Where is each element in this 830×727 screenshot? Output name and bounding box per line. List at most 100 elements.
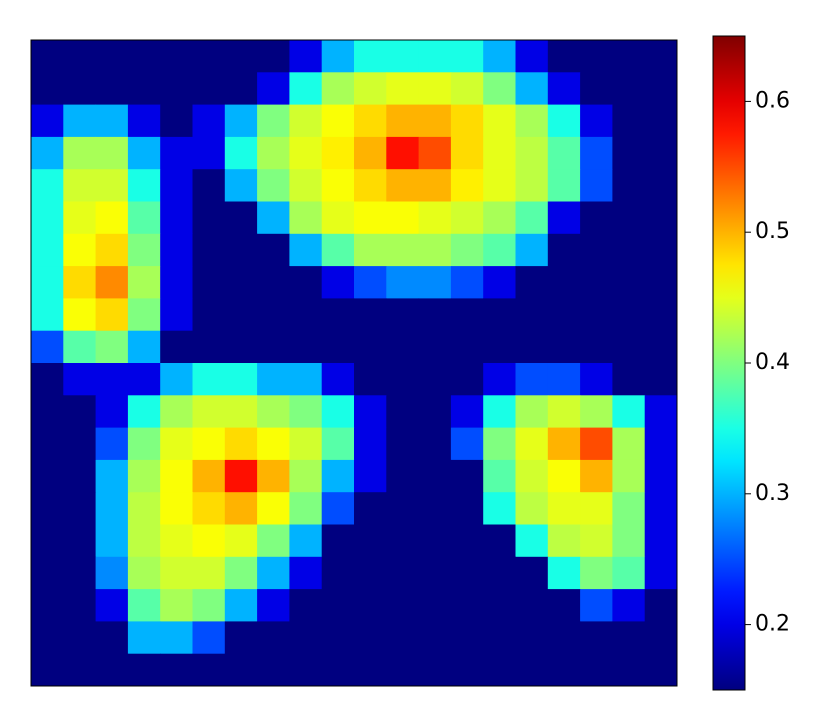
heat-cell [547, 40, 581, 73]
heat-cell [483, 201, 516, 235]
heat-cell [31, 330, 64, 364]
heat-cell [192, 556, 226, 590]
heat-cell [450, 427, 484, 461]
heat-cell [354, 40, 387, 73]
heat-cell [612, 201, 646, 235]
heat-cell [160, 621, 193, 655]
heat-cell [192, 363, 226, 396]
heat-cell [31, 653, 64, 687]
heat-cell [450, 72, 484, 106]
heat-cell [31, 298, 64, 332]
heat-cell [31, 233, 64, 267]
heat-cell [547, 330, 581, 364]
heat-cell [450, 40, 484, 73]
heat-cell [63, 233, 97, 267]
heat-cell [63, 363, 97, 396]
heat-cell [63, 136, 97, 170]
heat-cell [31, 136, 64, 170]
heat-cell [63, 459, 97, 493]
heat-cell [192, 72, 226, 106]
heat-cell [95, 266, 129, 299]
heat-cell [450, 395, 484, 429]
heat-cell [515, 233, 549, 267]
heat-cell [450, 169, 484, 202]
heat-cell [515, 72, 549, 106]
heat-cell [354, 459, 387, 493]
heat-cell [644, 621, 678, 655]
heat-cell [418, 556, 452, 590]
heat-cell [644, 298, 678, 332]
heat-cell [63, 266, 97, 299]
heat-cell [418, 524, 452, 558]
heat-cell [224, 330, 258, 364]
heat-cell [224, 556, 258, 590]
heat-cell [515, 266, 549, 299]
heat-cell [160, 459, 193, 493]
heat-cell [418, 395, 452, 429]
heat-cell [644, 427, 678, 461]
heat-cell [483, 621, 516, 655]
heat-cell [289, 363, 323, 396]
heat-cell [321, 524, 355, 558]
heat-cell [547, 104, 581, 138]
heat-cell [95, 233, 129, 267]
heat-cell [31, 459, 64, 493]
heat-cell [127, 169, 161, 202]
heat-cell [321, 459, 355, 493]
heat-cell [224, 298, 258, 332]
heat-cell [31, 201, 64, 235]
heat-cell [580, 363, 613, 396]
heat-cell [127, 427, 161, 461]
heat-cell [192, 40, 226, 73]
heat-cell [192, 330, 226, 364]
heat-cell [224, 72, 258, 106]
heat-cell [127, 104, 161, 138]
heat-cell [580, 524, 613, 558]
heat-cell [483, 298, 516, 332]
heat-cell [450, 524, 484, 558]
heat-cell [321, 298, 355, 332]
heat-cell [418, 363, 452, 396]
heat-cell [160, 524, 193, 558]
heat-cell [95, 459, 129, 493]
heat-cell [547, 621, 581, 655]
heat-cell [547, 556, 581, 590]
heat-cell [354, 524, 387, 558]
colorbar-tick-label: 0.3 [755, 481, 790, 506]
heat-cell [386, 524, 420, 558]
heat-cell [547, 298, 581, 332]
heat-cell [127, 459, 161, 493]
heat-cell [612, 266, 646, 299]
heat-cell [515, 556, 549, 590]
heat-cell [515, 427, 549, 461]
heat-cell [257, 621, 290, 655]
heat-cell [31, 621, 64, 655]
colorbar-tick-label: 0.2 [755, 612, 790, 637]
heat-cell [31, 266, 64, 299]
heat-cell [289, 298, 323, 332]
heat-cell [580, 589, 613, 622]
heat-cell [127, 330, 161, 364]
heat-cell [289, 524, 323, 558]
heat-cell [418, 427, 452, 461]
heat-cell [127, 556, 161, 590]
heat-cell [63, 40, 97, 73]
heat-cell [321, 556, 355, 590]
heat-cell [644, 136, 678, 170]
heat-cell [418, 201, 452, 235]
heat-cell [257, 492, 290, 525]
heat-cell [321, 492, 355, 525]
heat-cell [257, 40, 290, 73]
heat-cell [483, 330, 516, 364]
heat-cell [257, 330, 290, 364]
heat-cell [386, 395, 420, 429]
heat-cell [289, 233, 323, 267]
heat-cell [580, 427, 613, 461]
heat-cell [160, 266, 193, 299]
heat-cell [418, 233, 452, 267]
heat-cell [612, 395, 646, 429]
heat-cell [192, 653, 226, 687]
heat-cell [418, 298, 452, 332]
heat-cell [418, 136, 452, 170]
heat-cell [127, 395, 161, 429]
